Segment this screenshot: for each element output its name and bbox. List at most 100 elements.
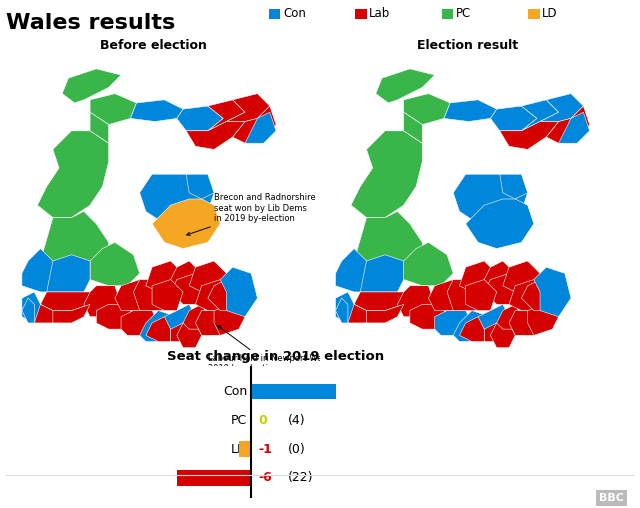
Polygon shape (527, 304, 559, 335)
Polygon shape (177, 106, 223, 131)
Polygon shape (22, 298, 35, 323)
Text: +7: +7 (258, 385, 278, 398)
Polygon shape (40, 211, 109, 286)
Polygon shape (428, 279, 466, 310)
Polygon shape (140, 310, 183, 341)
Polygon shape (354, 211, 422, 286)
Text: Wales results: Wales results (6, 13, 175, 33)
Polygon shape (447, 279, 484, 310)
Text: (0): (0) (287, 442, 305, 456)
Polygon shape (559, 112, 589, 143)
Polygon shape (183, 304, 208, 329)
Polygon shape (546, 106, 589, 143)
Polygon shape (354, 292, 410, 310)
Text: Con: Con (223, 385, 247, 398)
Polygon shape (404, 242, 453, 286)
Polygon shape (40, 292, 96, 310)
Polygon shape (484, 261, 515, 292)
Polygon shape (522, 279, 552, 310)
Polygon shape (232, 106, 276, 143)
Polygon shape (351, 131, 422, 217)
Polygon shape (140, 174, 214, 224)
Polygon shape (484, 323, 503, 341)
Title: Election result: Election result (417, 39, 518, 52)
Polygon shape (220, 267, 257, 317)
Bar (239, 441, 251, 457)
Polygon shape (404, 93, 450, 124)
Polygon shape (490, 106, 537, 131)
Polygon shape (335, 248, 367, 292)
Polygon shape (90, 112, 109, 143)
Bar (177, 470, 251, 486)
Text: Con: Con (283, 7, 306, 20)
Polygon shape (208, 279, 239, 310)
Polygon shape (540, 93, 584, 121)
Polygon shape (171, 261, 202, 292)
Polygon shape (208, 100, 245, 131)
Polygon shape (146, 261, 183, 292)
Polygon shape (28, 304, 53, 323)
Polygon shape (490, 323, 515, 348)
Polygon shape (410, 304, 447, 329)
Polygon shape (22, 292, 40, 323)
Polygon shape (22, 248, 53, 292)
Polygon shape (404, 112, 422, 143)
Polygon shape (146, 317, 171, 341)
Polygon shape (47, 304, 90, 323)
Text: BBC: BBC (599, 493, 624, 503)
Polygon shape (466, 279, 497, 310)
Text: Labour hold in Newport West
2019 by-election: Labour hold in Newport West 2019 by-elec… (208, 325, 330, 373)
Bar (251, 384, 336, 399)
Text: (14): (14) (287, 385, 313, 398)
Polygon shape (397, 286, 435, 317)
Polygon shape (444, 100, 497, 121)
Text: LD: LD (542, 7, 557, 20)
Polygon shape (90, 242, 140, 286)
Text: PC: PC (456, 7, 471, 20)
Polygon shape (171, 273, 208, 304)
Polygon shape (177, 323, 202, 348)
Polygon shape (376, 69, 435, 103)
Title: Seat change in 2019 election: Seat change in 2019 election (166, 350, 384, 363)
Polygon shape (453, 310, 497, 341)
Text: -6: -6 (258, 471, 272, 484)
Polygon shape (214, 304, 245, 335)
Text: 0: 0 (258, 414, 267, 427)
Polygon shape (509, 310, 540, 335)
Polygon shape (522, 100, 559, 131)
Polygon shape (335, 292, 354, 323)
Polygon shape (500, 174, 527, 199)
Polygon shape (84, 286, 121, 317)
Polygon shape (62, 69, 121, 103)
Polygon shape (186, 121, 245, 149)
Polygon shape (509, 279, 546, 310)
Polygon shape (96, 304, 134, 329)
Polygon shape (435, 310, 472, 335)
Polygon shape (195, 310, 227, 335)
Polygon shape (335, 298, 348, 323)
Polygon shape (245, 112, 276, 143)
Polygon shape (152, 199, 220, 248)
Polygon shape (453, 174, 527, 224)
Polygon shape (186, 174, 214, 199)
Polygon shape (500, 121, 559, 149)
Polygon shape (171, 323, 189, 341)
Polygon shape (360, 304, 404, 323)
Polygon shape (115, 279, 152, 310)
Polygon shape (37, 131, 109, 217)
Polygon shape (195, 279, 232, 310)
Polygon shape (227, 93, 270, 121)
Polygon shape (534, 267, 571, 317)
Polygon shape (164, 304, 195, 329)
Polygon shape (478, 304, 509, 329)
Polygon shape (189, 261, 227, 292)
Polygon shape (497, 304, 522, 329)
Polygon shape (134, 279, 171, 310)
Polygon shape (466, 199, 534, 248)
Polygon shape (460, 317, 484, 341)
Polygon shape (342, 304, 367, 323)
Title: Before election: Before election (100, 39, 207, 52)
Polygon shape (460, 261, 497, 292)
Polygon shape (354, 255, 404, 292)
Text: (22): (22) (287, 471, 313, 484)
